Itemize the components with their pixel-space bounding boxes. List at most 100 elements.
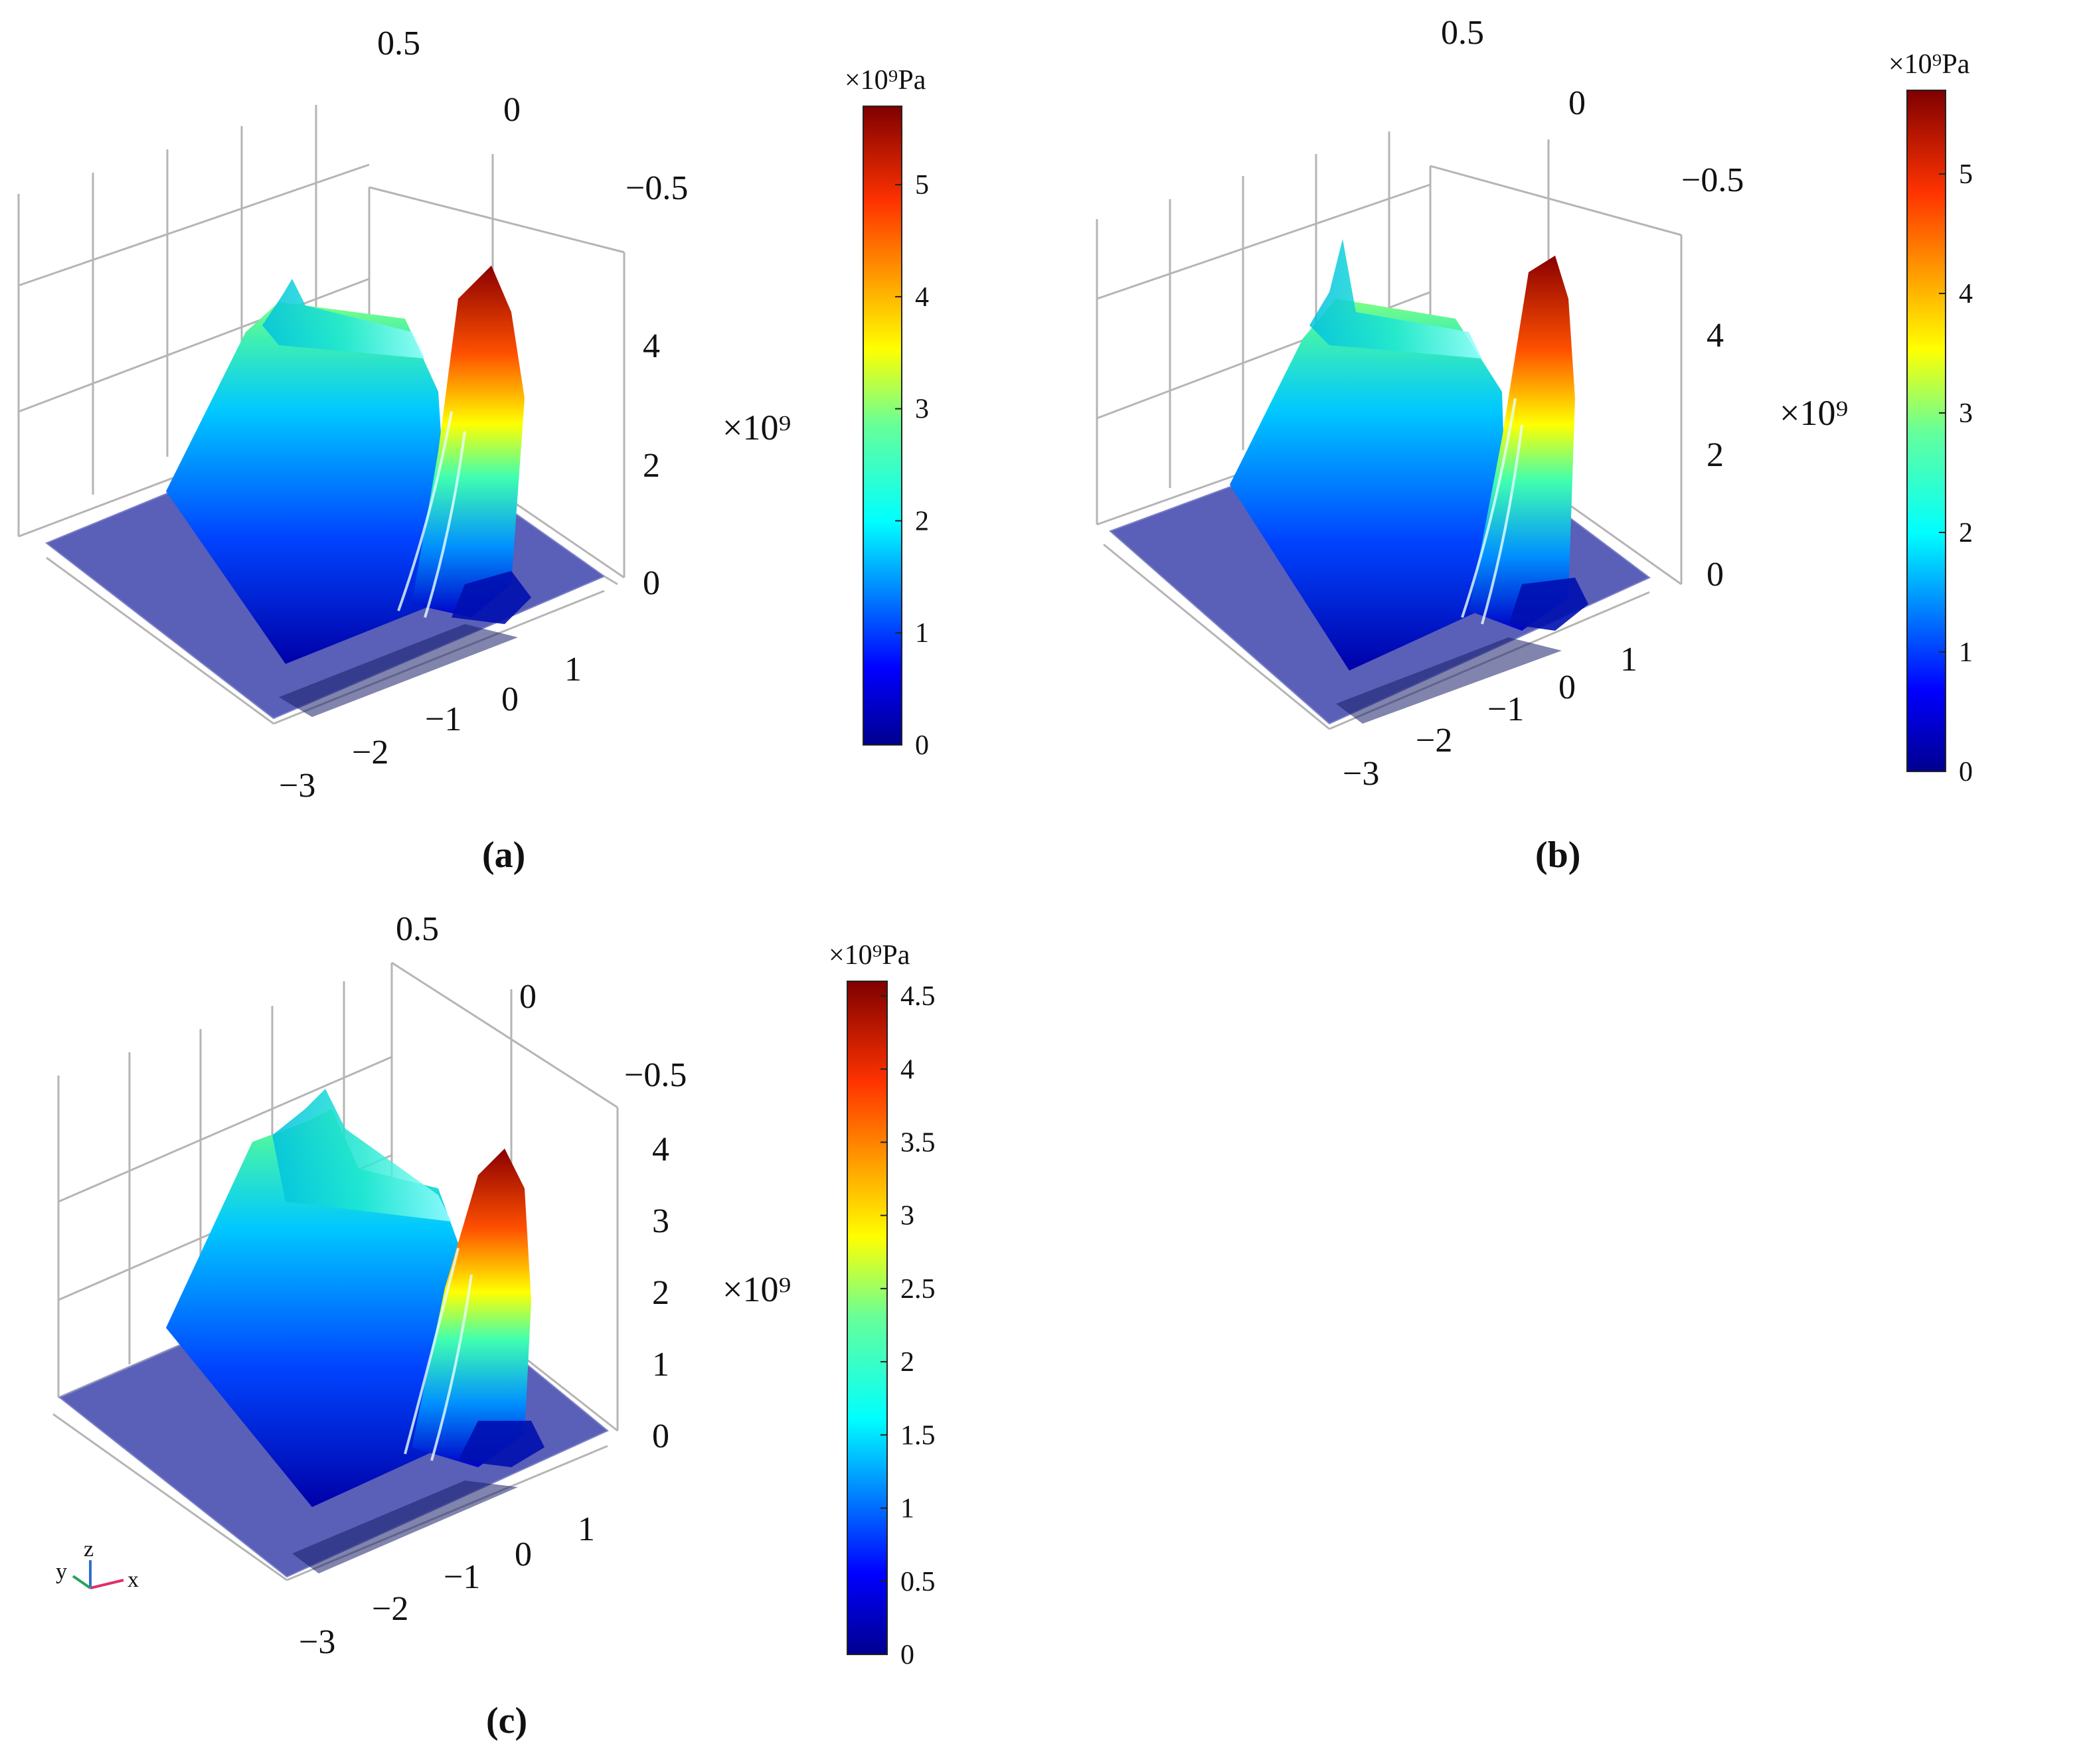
x-tick-label: 0 [1558, 669, 1576, 706]
x-tick-label: 1 [564, 651, 582, 688]
y-tick-label: −0.5 [624, 1056, 687, 1094]
colorbar-tick-label: 5 [1959, 159, 1973, 190]
colorbar-tick-label: 0.5 [900, 1567, 936, 1597]
colorbar-unit-label: ×10⁹Pa [1888, 49, 1970, 80]
colorbar-unit-label: ×10⁹Pa [845, 65, 926, 96]
z-tick-label: 0 [652, 1417, 669, 1455]
surface-ridge-left-top-b [1309, 239, 1482, 359]
z-tick-label: 3 [652, 1202, 669, 1240]
chart-panel-b: −3 −2 −1 0 1 0.5 0 −0.5 0 2 4 ×10⁹ ×10⁹Pa 0 1 2 3 4 5 (b) [1044, 0, 2087, 890]
y-tick-label: −0.5 [626, 169, 688, 207]
z-tick-label: 2 [652, 1274, 669, 1312]
y-tick-label: 0.5 [377, 25, 420, 62]
y-tick-label: 0 [503, 91, 521, 129]
colorbar-tick-label: 3 [1959, 398, 1973, 429]
colorbar-tick-label: 1 [1959, 637, 1973, 668]
x-tick-label: −3 [1343, 755, 1379, 793]
chart-svg-a: −3 −2 −1 0 1 0.5 0 −0.5 0 2 4 ×10⁹ ×10⁹Pa 0 1 2 3 4 5 (a) [17, 25, 929, 876]
chart-panel-a: −3 −2 −1 0 1 0.5 0 −0.5 0 2 4 ×10⁹ ×10⁹Pa 0 1 2 3 4 5 (a) [0, 0, 1043, 890]
triad-y-label: y [56, 1560, 67, 1584]
colorbar-tick-label: 4.5 [900, 981, 936, 1012]
z-multiplier-label: ×10⁹ [722, 1269, 791, 1309]
colorbar-tick-label: 2 [900, 1347, 914, 1378]
chart-panel-c: −3 −2 −1 0 1 0.5 0 −0.5 0 1 2 3 4 ×10⁹ ×10⁹Pa 0 0.5 1 1.5 2… [0, 890, 1043, 1761]
surface-ridge-right-c [412, 1149, 531, 1467]
z-tick-label: 1 [652, 1346, 669, 1384]
triad-x-label: x [127, 1567, 139, 1592]
colorbar-tick-label: 0 [900, 1640, 914, 1670]
grid-line-b [1096, 183, 1431, 300]
colorbar-tick-label: 4 [915, 282, 929, 313]
z-multiplier-label: ×10⁹ [1780, 393, 1848, 433]
axis-edge-a [604, 575, 618, 586]
x-tick-label: 1 [1620, 641, 1637, 679]
y-tick-label: 0 [519, 978, 537, 1016]
surface-highlight-c [404, 1247, 473, 1461]
colorbar-tick-label: 2 [1959, 518, 1973, 548]
colorbar-tick-label: 3.5 [900, 1127, 936, 1158]
colorbar-tick-label: 3 [915, 394, 929, 425]
chart-svg-b: −3 −2 −1 0 1 0.5 0 −0.5 0 2 4 ×10⁹ ×10⁹Pa 0 1 2 3 4 5 (b) [1096, 14, 1973, 876]
surface-shadow-b [1336, 637, 1562, 724]
colorbar-tick-label: 4 [1959, 279, 1973, 309]
colorbar-c [847, 981, 888, 1655]
y-tick-label: 0 [1568, 84, 1586, 122]
x-tick-label: −1 [1487, 690, 1524, 728]
surface-highlight-b [1461, 398, 1523, 625]
y-tick-label: 0.5 [396, 910, 439, 948]
x-tick-label: 1 [578, 1510, 595, 1548]
y-tick-label: −0.5 [1681, 161, 1744, 199]
colorbar-tick-label: 1 [900, 1494, 914, 1524]
surface-ridge-left-a [166, 302, 452, 664]
triad-z-label: z [84, 1537, 94, 1562]
x-tick-label: −2 [352, 734, 388, 771]
grid-line-a [18, 163, 370, 287]
axis-edge-b [1103, 543, 1330, 730]
surface-ridge-left-top-a [262, 279, 425, 359]
colorbar-tick-label: 3 [900, 1201, 914, 1232]
colorbar-unit-label: ×10⁹Pa [829, 940, 910, 971]
grid-line-a [369, 186, 625, 254]
x-tick-label: −2 [372, 1590, 408, 1628]
surface-ridge-right-foot-a [452, 571, 531, 624]
grid-line-c [391, 961, 618, 1109]
surface-ridge-left-top-c [272, 1089, 452, 1222]
grid-line-a [18, 278, 370, 413]
grid-line-b [1430, 165, 1682, 236]
x-tick-label: −1 [425, 700, 461, 738]
colorbar-tick-label: 1 [915, 618, 929, 649]
colorbar-a [863, 106, 902, 746]
z-tick-label: 2 [643, 447, 660, 485]
triad-x-axis [90, 1579, 124, 1589]
surface-ridge-right-foot-b [1509, 578, 1588, 631]
z-tick-label: 4 [652, 1131, 669, 1168]
surface-shadow-c [292, 1481, 518, 1573]
z-tick-label: 4 [1707, 317, 1724, 355]
x-tick-label: −3 [279, 767, 315, 805]
triad-y-axis [72, 1575, 92, 1589]
colorbar-tick-label: 5 [915, 170, 929, 200]
panel-caption: (a) [482, 835, 525, 876]
colorbar-tick-label: 2 [915, 506, 929, 536]
colorbar-tick-label: 2.5 [900, 1274, 936, 1305]
z-tick-label: 2 [1707, 436, 1724, 474]
chart-svg-c: −3 −2 −1 0 1 0.5 0 −0.5 0 1 2 3 4 ×10⁹ ×10⁹Pa 0 0.5 1 1.5 2… [52, 910, 936, 1741]
z-tick-label: 0 [643, 564, 660, 602]
x-tick-label: 0 [515, 1536, 532, 1573]
z-tick-label: 4 [643, 327, 660, 365]
surface-ridge-right-a [412, 266, 525, 617]
surface-ridge-left-b [1230, 299, 1509, 671]
x-tick-label: 0 [501, 681, 519, 718]
x-tick-label: −2 [1416, 722, 1452, 760]
x-tick-label: −1 [444, 1558, 480, 1596]
z-multiplier-label: ×10⁹ [722, 408, 791, 447]
colorbar-tick-label: 1.5 [900, 1420, 936, 1451]
colorbar-b [1906, 90, 1946, 772]
axis-edge-a [46, 556, 274, 725]
grid-line-c [58, 1056, 392, 1203]
y-tick-label: 0.5 [1441, 14, 1484, 52]
axis-edge-c [52, 1413, 288, 1581]
colorbar-tick-label: 4 [900, 1054, 914, 1085]
colorbar-tick-label: 0 [915, 730, 929, 761]
x-tick-label: −3 [299, 1623, 335, 1661]
